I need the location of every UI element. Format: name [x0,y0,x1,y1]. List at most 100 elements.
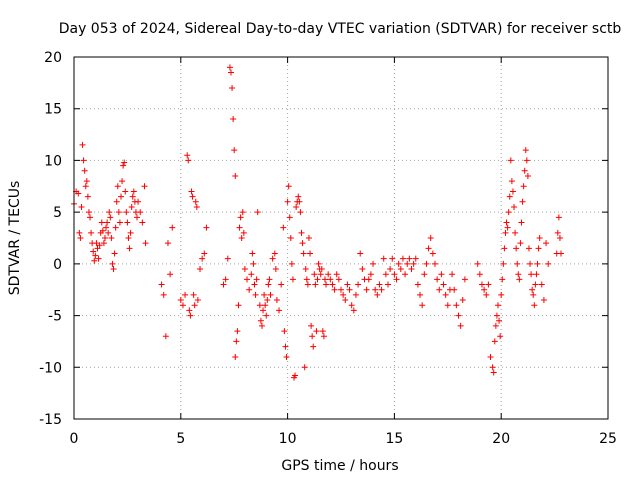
data-point [476,271,483,278]
data-point [300,250,307,257]
data-point [533,271,540,278]
data-point [453,302,460,309]
data-point [235,302,242,309]
data-point [293,203,300,210]
data-point [93,240,100,247]
data-point [130,188,137,195]
data-point [88,229,95,236]
data-point [162,333,169,340]
data-point [312,281,319,288]
data-point [518,219,525,226]
data-point [494,302,501,309]
data-point [393,276,400,283]
data-point [302,266,309,273]
data-point [98,219,105,226]
data-point [126,245,133,252]
data-point [187,312,194,319]
data-point [283,353,290,360]
data-point [505,209,512,216]
data-point [384,281,391,288]
data-point [408,266,415,273]
data-point [335,276,342,283]
data-point [295,193,302,200]
data-point [491,338,498,345]
data-point [189,193,196,200]
data-point [376,281,383,288]
data-point [253,276,260,283]
data-point [346,286,353,293]
data-point [234,328,241,335]
data-point [79,141,86,148]
data-point [114,183,121,190]
data-point [421,271,428,278]
data-point [534,260,541,267]
data-point [141,183,148,190]
data-point [101,235,108,241]
data-point [142,240,149,247]
data-point [492,322,499,329]
data-point [496,317,503,324]
y-tick-label: -15 [39,412,62,428]
data-point [264,297,271,304]
data-point [250,260,257,267]
data-point [224,255,231,262]
data-point [380,255,387,262]
data-point [517,240,524,247]
data-point [410,260,417,267]
data-point [406,255,413,262]
y-tick-label: 10 [44,153,62,169]
data-point [298,229,305,236]
data-point [529,286,536,293]
data-point [83,178,90,185]
x-tick-label: 25 [599,431,617,447]
data-point [483,291,490,298]
data-point [490,369,497,376]
data-point [292,372,299,379]
data-point [125,235,132,241]
data-point [123,209,130,216]
data-point [478,281,485,288]
data-point [425,245,432,252]
data-point [555,214,562,221]
data-point [350,307,357,314]
data-point [325,271,332,278]
data-point [84,193,91,200]
data-point [329,281,336,288]
data-point [509,188,516,195]
data-point [451,286,458,293]
data-point [100,240,107,247]
data-point [120,162,127,169]
data-point [513,245,520,252]
data-point [296,198,303,205]
data-point [233,338,240,345]
data-point [521,167,528,174]
data-point [459,297,466,304]
data-point [182,291,189,298]
data-point [342,297,349,304]
data-point [423,260,430,267]
data-point [504,224,511,231]
data-point [304,281,311,288]
data-point [128,203,135,210]
data-point [244,276,251,283]
data-point [248,271,255,278]
data-point [391,271,398,278]
data-point [382,271,389,278]
data-point [516,276,523,283]
data-point [191,302,198,309]
data-point [272,266,279,273]
data-point [192,198,199,205]
data-point [489,364,496,371]
data-point [365,276,372,283]
data-point [241,266,248,273]
data-point [134,214,141,221]
data-point [226,64,233,71]
data-point [512,229,519,236]
data-point [193,203,200,210]
data-point [282,343,289,350]
data-point [308,322,315,329]
data-point [528,271,535,278]
data-point [507,157,514,164]
data-point [543,240,550,247]
data-point [367,271,374,278]
